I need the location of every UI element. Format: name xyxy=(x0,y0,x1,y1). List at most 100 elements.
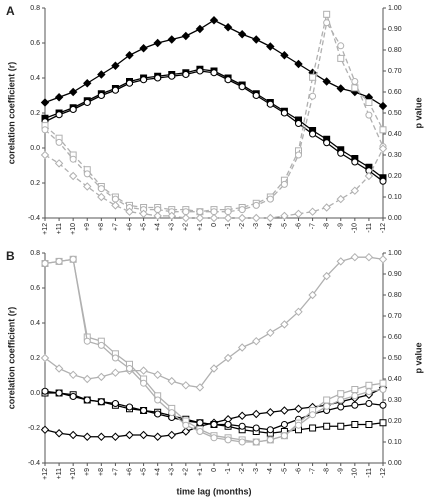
marker xyxy=(294,404,303,413)
marker xyxy=(224,436,232,444)
marker xyxy=(280,180,288,188)
marker xyxy=(351,158,359,166)
marker xyxy=(364,252,374,262)
marker xyxy=(167,35,176,44)
series-line xyxy=(44,258,384,443)
x-tick-label: -4 xyxy=(267,468,274,474)
x-tick-label: -3 xyxy=(253,223,260,229)
marker xyxy=(83,182,92,191)
y2-tick-label: 0.90 xyxy=(388,271,402,278)
marker xyxy=(126,365,133,372)
marker xyxy=(153,370,162,380)
marker xyxy=(209,16,219,25)
marker xyxy=(351,78,359,85)
x-tick-label: +8 xyxy=(98,468,105,476)
marker xyxy=(168,72,176,80)
marker xyxy=(139,366,148,375)
marker xyxy=(280,432,288,440)
marker xyxy=(238,422,246,430)
y-tick-label: 0.4 xyxy=(30,320,40,327)
marker xyxy=(55,257,63,265)
y-tick-label: -0.4 xyxy=(28,460,40,467)
marker xyxy=(309,130,317,138)
marker xyxy=(55,111,63,119)
marker xyxy=(54,93,64,102)
marker xyxy=(280,109,288,117)
marker xyxy=(252,201,260,209)
y-tick-label: 0.6 xyxy=(30,285,40,292)
x-tick-label: +4 xyxy=(155,223,162,231)
marker xyxy=(83,337,91,345)
y-tick-label: 0.0 xyxy=(30,145,40,152)
marker xyxy=(83,99,91,106)
x-tick-label: +12 xyxy=(42,468,49,480)
y2-axis-title: p value xyxy=(413,342,423,373)
x-tick-label: -8 xyxy=(324,468,331,474)
marker xyxy=(69,393,77,400)
marker xyxy=(111,354,119,362)
marker xyxy=(350,186,360,195)
x-tick-label: -11 xyxy=(366,468,373,478)
series-line xyxy=(44,258,384,443)
x-tick-label: -12 xyxy=(380,223,387,233)
x-tick-label: +1 xyxy=(197,223,204,231)
marker xyxy=(365,111,373,119)
marker xyxy=(379,379,387,387)
y2-tick-label: 0.60 xyxy=(388,334,402,341)
marker xyxy=(209,364,219,373)
x-tick-label: +7 xyxy=(112,223,119,231)
marker xyxy=(351,84,359,92)
marker xyxy=(280,51,289,60)
y2-tick-label: 0.20 xyxy=(388,173,402,180)
marker xyxy=(308,207,317,216)
marker xyxy=(111,61,120,70)
marker xyxy=(41,126,49,134)
marker xyxy=(280,211,289,221)
marker xyxy=(140,379,148,387)
marker xyxy=(280,320,289,329)
x-tick-label: -11 xyxy=(366,223,373,233)
y-axis-title: corelation coefficient (r) xyxy=(6,307,16,410)
y2-tick-label: 0.20 xyxy=(388,418,402,425)
marker xyxy=(195,24,205,34)
marker xyxy=(323,402,331,410)
marker xyxy=(322,77,331,86)
marker xyxy=(337,422,345,430)
marker xyxy=(294,209,303,219)
marker xyxy=(167,430,176,440)
x-tick-label: +9 xyxy=(84,223,91,231)
marker xyxy=(322,203,331,212)
marker xyxy=(111,368,120,377)
x-tick-label: -10 xyxy=(352,468,359,478)
y2-tick-label: 0.80 xyxy=(388,47,402,54)
x-tick-label: +3 xyxy=(169,223,176,231)
marker xyxy=(140,407,148,414)
x-tick-label: +10 xyxy=(70,223,77,235)
x-tick-label: 0 xyxy=(211,468,218,472)
x-tick-label: -6 xyxy=(295,223,302,229)
marker xyxy=(252,35,261,44)
y-tick-label: 0.2 xyxy=(30,355,40,362)
x-tick-label: -5 xyxy=(281,468,288,474)
marker xyxy=(237,411,247,420)
marker xyxy=(378,255,388,264)
marker xyxy=(154,396,162,404)
marker xyxy=(68,87,78,97)
marker xyxy=(125,207,134,216)
y-tick-label: 0.8 xyxy=(30,5,40,12)
y2-tick-label: 0.00 xyxy=(388,460,402,467)
y2-axis-title: p value xyxy=(413,97,423,128)
marker xyxy=(126,403,133,411)
marker xyxy=(68,370,78,380)
x-tick-label: +7 xyxy=(112,468,119,476)
marker xyxy=(154,410,162,418)
x-tick-label: +2 xyxy=(183,223,190,231)
y-tick-label: -0.4 xyxy=(28,215,40,222)
marker xyxy=(351,392,359,400)
marker xyxy=(181,427,191,436)
x-tick-label: -2 xyxy=(239,468,246,474)
x-tick-label: -7 xyxy=(309,468,316,474)
y2-tick-label: 0.10 xyxy=(388,194,402,201)
y2-tick-label: 0.30 xyxy=(388,397,402,404)
marker xyxy=(182,71,190,78)
